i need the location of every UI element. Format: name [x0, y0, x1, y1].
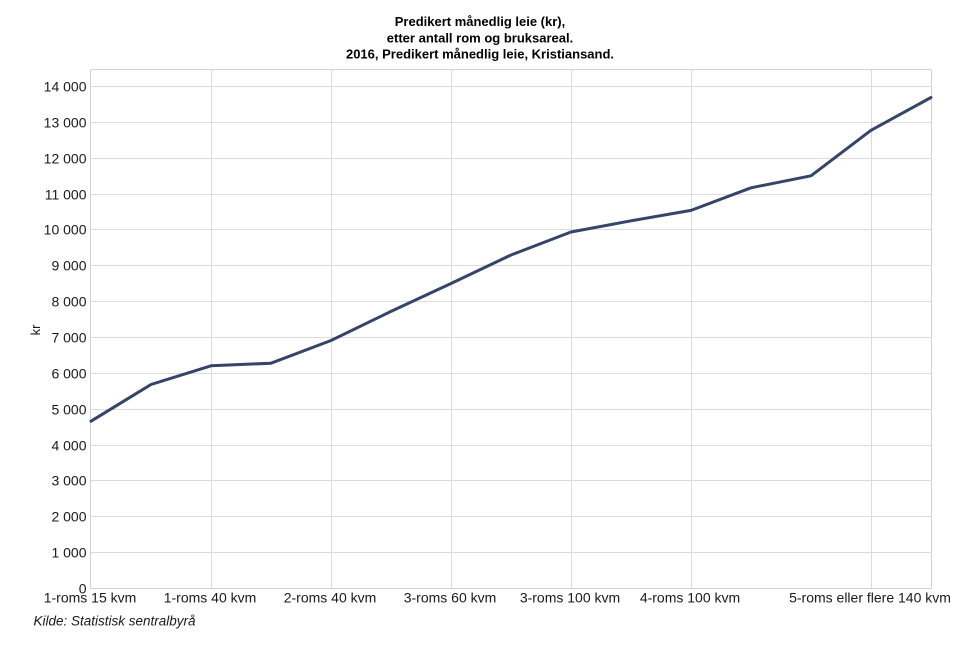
- svg-text:10 000: 10 000: [44, 222, 87, 238]
- svg-text:6 000: 6 000: [51, 366, 86, 382]
- svg-text:12 000: 12 000: [44, 151, 87, 167]
- svg-text:2 000: 2 000: [51, 509, 86, 525]
- svg-text:8 000: 8 000: [51, 294, 86, 310]
- svg-text:1-roms 40 kvm: 1-roms 40 kvm: [164, 590, 257, 606]
- svg-text:Predikert månedlig leie (kr),: Predikert månedlig leie (kr),: [395, 14, 566, 29]
- svg-text:11 000: 11 000: [45, 187, 87, 203]
- svg-text:1-roms 15 kvm: 1-roms 15 kvm: [44, 590, 137, 606]
- svg-text:1 000: 1 000: [51, 545, 86, 561]
- svg-text:kr: kr: [28, 324, 43, 336]
- svg-text:2016, Predikert månedlig leie,: 2016, Predikert månedlig leie, Kristians…: [346, 47, 614, 62]
- svg-text:4 000: 4 000: [51, 438, 86, 454]
- svg-text:7 000: 7 000: [51, 330, 86, 346]
- svg-text:13 000: 13 000: [44, 115, 87, 131]
- svg-text:14 000: 14 000: [44, 79, 87, 95]
- svg-text:5-roms eller flere 140 kvm: 5-roms eller flere 140 kvm: [789, 590, 951, 606]
- svg-text:etter antall rom og bruksareal: etter antall rom og bruksareal.: [387, 30, 573, 45]
- svg-text:3 000: 3 000: [51, 473, 86, 489]
- svg-text:9 000: 9 000: [51, 258, 86, 274]
- svg-text:5 000: 5 000: [51, 402, 86, 418]
- svg-text:Kilde: Statistisk sentralbyrå: Kilde: Statistisk sentralbyrå: [34, 614, 197, 629]
- svg-text:4-roms 100 kvm: 4-roms 100 kvm: [640, 590, 740, 606]
- svg-text:3-roms 100 kvm: 3-roms 100 kvm: [520, 590, 620, 606]
- svg-text:0: 0: [79, 581, 87, 597]
- svg-text:2-roms 40 kvm: 2-roms 40 kvm: [284, 590, 377, 606]
- svg-text:3-roms 60 kvm: 3-roms 60 kvm: [404, 590, 497, 606]
